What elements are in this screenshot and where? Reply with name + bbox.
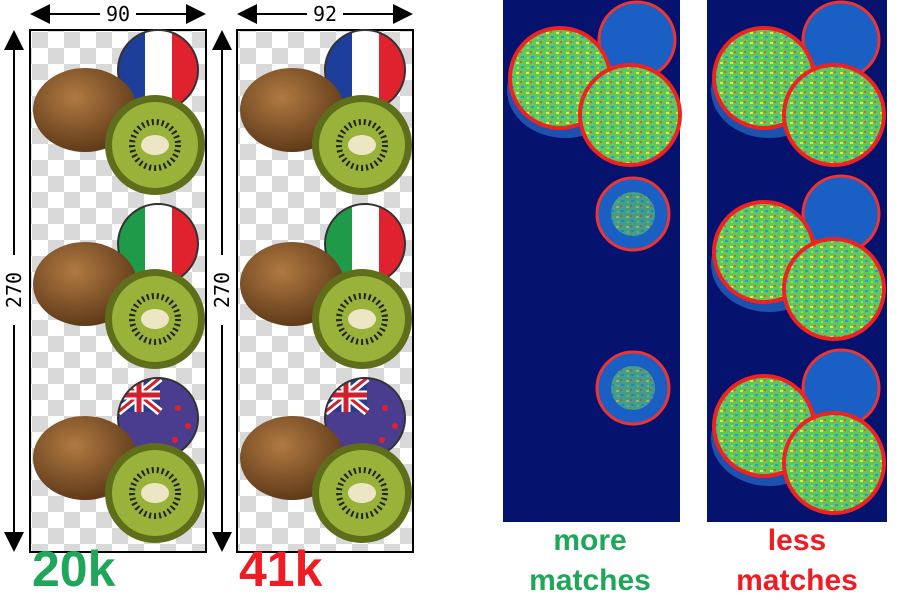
kiwi-column <box>33 30 205 543</box>
heatmap-label: matches <box>736 564 858 597</box>
heatmap-label: less <box>768 524 826 557</box>
heatmap-label: matches <box>529 564 651 597</box>
heatmap-label: more <box>553 524 626 557</box>
result-label: 20k <box>32 541 116 597</box>
width-label: 92 <box>313 2 337 26</box>
height-label: 270 <box>210 272 234 308</box>
kiwi-column <box>240 30 412 543</box>
width-label: 90 <box>106 2 130 26</box>
height-label: 270 <box>2 272 26 308</box>
result-label: 41k <box>239 541 323 597</box>
